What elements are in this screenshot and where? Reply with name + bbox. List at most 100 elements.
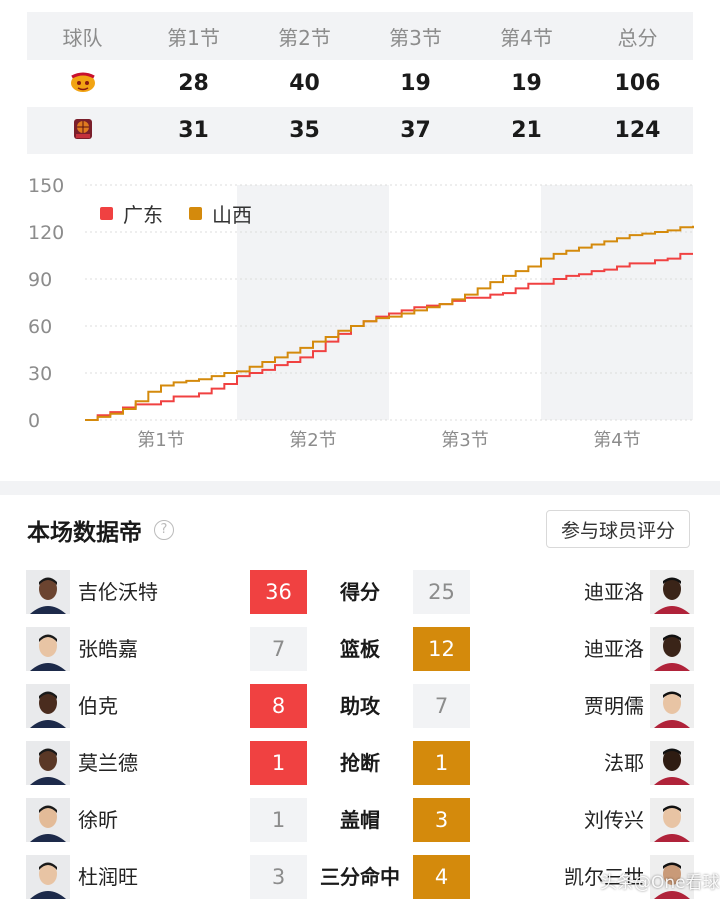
player-name-right[interactable]: 迪亚洛 — [584, 637, 644, 661]
stat-label: 盖帽 — [340, 808, 380, 832]
stat-value-right: 12 — [413, 627, 470, 671]
legend-item-shanxi[interactable]: 山西 — [189, 199, 252, 228]
section-divider — [0, 481, 720, 495]
leader-row[interactable]: 杜润旺 3 三分命中 4 凯尔三世 — [0, 855, 720, 899]
player-photo-icon — [650, 855, 694, 899]
x-tick-label: 第3节 — [441, 430, 488, 451]
shanxi-logo[interactable] — [27, 116, 138, 146]
help-icon[interactable]: ? — [154, 520, 174, 540]
player-avatar-left[interactable] — [26, 684, 70, 728]
stat-value-left: 7 — [250, 627, 307, 671]
leader-row[interactable]: 伯克 8 助攻 7 贾明儒 — [0, 684, 720, 728]
header-total: 总分 — [617, 25, 658, 50]
player-photo-icon — [26, 570, 70, 614]
player-name-right[interactable]: 凯尔三世 — [564, 865, 644, 889]
player-photo-icon — [26, 741, 70, 785]
legend-item-guangdong[interactable]: 广东 — [100, 199, 163, 228]
leader-row[interactable]: 徐昕 1 盖帽 3 刘传兴 — [0, 798, 720, 842]
y-tick-label: 150 — [28, 175, 64, 197]
shanxi-q3: 37 — [400, 118, 431, 143]
header-q2: 第2节 — [278, 25, 331, 50]
shanxi-loongs-logo-icon — [73, 118, 92, 139]
player-name-left[interactable]: 伯克 — [78, 694, 118, 718]
x-tick-label: 第2节 — [289, 430, 336, 451]
stat-value-left: 1 — [250, 798, 307, 842]
guangdong-logo[interactable] — [27, 69, 138, 99]
header-q1: 第1节 — [167, 25, 220, 50]
stat-value-left: 3 — [250, 855, 307, 899]
section-title: 本场数据帝 ? — [27, 513, 174, 547]
chart-legend: 广东 山西 — [100, 199, 278, 228]
player-avatar-right[interactable] — [650, 627, 694, 671]
stat-value-right: 3 — [413, 798, 470, 842]
header-q3: 第3节 — [389, 25, 442, 50]
legend-swatch-shanxi — [189, 207, 202, 220]
legend-label-guangdong: 广东 — [123, 203, 163, 227]
leader-row[interactable]: 莫兰德 1 抢断 1 法耶 — [0, 741, 720, 785]
player-photo-icon — [650, 741, 694, 785]
y-tick-label: 90 — [28, 269, 52, 291]
player-name-left[interactable]: 徐昕 — [78, 808, 118, 832]
shanxi-q1: 31 — [178, 118, 209, 143]
stat-value-left: 8 — [250, 684, 307, 728]
player-photo-icon — [650, 627, 694, 671]
shanxi-total: 124 — [614, 118, 661, 143]
player-name-right[interactable]: 贾明儒 — [584, 694, 644, 718]
series-line-山西 — [85, 225, 694, 421]
header-team: 球队 — [62, 25, 103, 50]
player-photo-icon — [650, 570, 694, 614]
header-q4: 第4节 — [500, 25, 553, 50]
guangdong-tiger-logo-icon — [70, 72, 95, 92]
player-name-left[interactable]: 杜润旺 — [78, 865, 138, 889]
table-row-guangdong[interactable]: 28 40 19 19 106 — [27, 60, 693, 107]
player-name-left[interactable]: 吉伦沃特 — [78, 580, 158, 604]
player-avatar-left[interactable] — [26, 798, 70, 842]
guangdong-q4: 19 — [511, 71, 542, 96]
player-name-right[interactable]: 法耶 — [604, 751, 644, 775]
rate-players-button[interactable]: 参与球员评分 — [546, 510, 690, 548]
stat-label: 抢断 — [340, 751, 380, 775]
player-avatar-left[interactable] — [26, 855, 70, 899]
stat-label: 篮板 — [340, 637, 380, 661]
player-avatar-right[interactable] — [650, 570, 694, 614]
x-tick-label: 第1节 — [137, 430, 184, 451]
player-photo-icon — [26, 627, 70, 671]
shanxi-q4: 21 — [511, 118, 542, 143]
stat-label: 助攻 — [340, 694, 380, 718]
player-avatar-left[interactable] — [26, 570, 70, 614]
leader-row[interactable]: 张皓嘉 7 篮板 12 迪亚洛 — [0, 627, 720, 671]
player-avatar-right[interactable] — [650, 684, 694, 728]
stat-value-right: 1 — [413, 741, 470, 785]
stat-label: 得分 — [340, 580, 380, 604]
guangdong-q2: 40 — [289, 71, 320, 96]
stat-label: 三分命中 — [320, 865, 400, 889]
score-table-header: 球队 第1节 第2节 第3节 第4节 总分 — [27, 12, 693, 60]
table-row-shanxi[interactable]: 31 35 37 21 124 — [27, 107, 693, 154]
player-avatar-right[interactable] — [650, 798, 694, 842]
y-tick-label: 60 — [28, 316, 52, 338]
player-avatar-right[interactable] — [650, 741, 694, 785]
shanxi-q2: 35 — [289, 118, 320, 143]
player-name-left[interactable]: 张皓嘉 — [78, 637, 138, 661]
stat-value-left: 36 — [250, 570, 307, 614]
section-title-text: 本场数据帝 — [27, 520, 142, 546]
player-photo-icon — [26, 855, 70, 899]
guangdong-total: 106 — [614, 71, 661, 96]
guangdong-q1: 28 — [178, 71, 209, 96]
player-avatar-right[interactable] — [650, 855, 694, 899]
guangdong-q3: 19 — [400, 71, 431, 96]
stat-value-left: 1 — [250, 741, 307, 785]
player-avatar-left[interactable] — [26, 741, 70, 785]
stat-value-right: 7 — [413, 684, 470, 728]
leader-row[interactable]: 吉伦沃特 36 得分 25 迪亚洛 — [0, 570, 720, 614]
player-photo-icon — [650, 684, 694, 728]
y-tick-label: 0 — [28, 410, 40, 432]
player-name-right[interactable]: 迪亚洛 — [584, 580, 644, 604]
legend-label-shanxi: 山西 — [212, 203, 252, 227]
player-name-right[interactable]: 刘传兴 — [584, 808, 644, 832]
player-avatar-left[interactable] — [26, 627, 70, 671]
score-flow-chart-svg: 150 120 90 60 30 0 第1节 第2节 第3节 第4节 — [28, 175, 694, 451]
quarter-band — [541, 185, 693, 420]
score-table: 球队 第1节 第2节 第3节 第4节 总分 28 40 19 19 106 — [27, 12, 693, 154]
player-name-left[interactable]: 莫兰德 — [78, 751, 138, 775]
